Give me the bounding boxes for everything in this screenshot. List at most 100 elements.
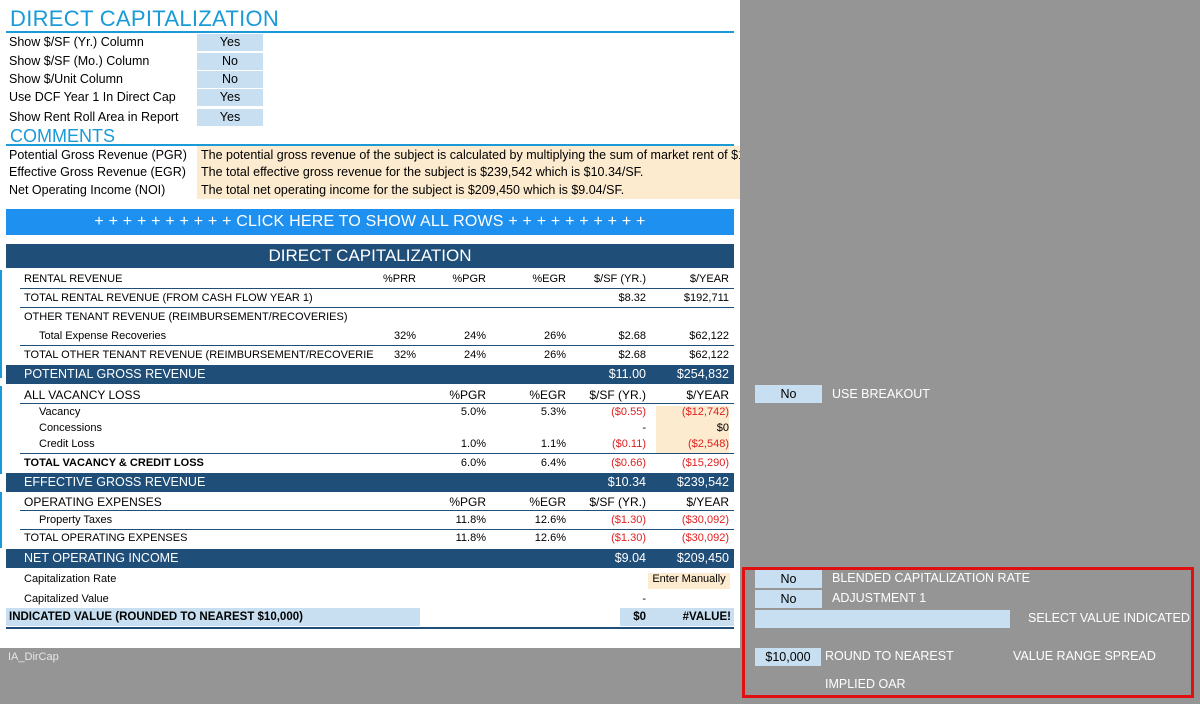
row-divider bbox=[20, 453, 734, 454]
cell-yr: #VALUE! bbox=[682, 611, 731, 623]
show-all-rows-button[interactable]: + + + + + + + + + + CLICK HERE TO SHOW A… bbox=[6, 209, 734, 235]
cell-pgr: 24% bbox=[463, 330, 486, 342]
cell-sf: $10.34 bbox=[607, 475, 646, 489]
option-value-dcf[interactable]: Yes bbox=[197, 89, 263, 106]
col-header-sf: $/SF (YR.) bbox=[589, 495, 646, 509]
cell-sf: $0 bbox=[633, 611, 646, 623]
col-header-sf: $/SF (YR.) bbox=[589, 388, 646, 402]
option-value-sf-mo[interactable]: No bbox=[197, 53, 263, 70]
row-group-marker bbox=[0, 386, 2, 474]
value-range-label: VALUE RANGE SPREAD bbox=[1013, 649, 1156, 663]
cell-egr: 1.1% bbox=[540, 438, 566, 450]
round-nearest-label: ROUND TO NEAREST bbox=[825, 649, 954, 663]
col-header-sf: $/SF (YR.) bbox=[594, 273, 646, 285]
blended-cap-toggle[interactable]: No bbox=[755, 570, 822, 588]
comment-label-pgr: Potential Gross Revenue (PGR) bbox=[9, 148, 187, 162]
cell-yr: ($15,290) bbox=[681, 457, 729, 469]
indicated-value-spacer bbox=[420, 608, 620, 626]
adjustment-label: ADJUSTMENT 1 bbox=[832, 591, 927, 605]
row-label: Total Expense Recoveries bbox=[39, 330, 167, 342]
option-label-sf-yr: Show $/SF (Yr.) Column bbox=[9, 35, 144, 49]
indicated-value-row: INDICATED VALUE (ROUNDED TO NEAREST $10,… bbox=[6, 608, 734, 626]
row-label: Property Taxes bbox=[39, 514, 113, 526]
col-header-egr: %EGR bbox=[532, 273, 566, 285]
implied-oar-label: IMPLIED OAR bbox=[825, 677, 906, 691]
row-divider bbox=[20, 288, 734, 289]
cell-yr: ($30,092) bbox=[681, 514, 729, 526]
comment-text-noi[interactable]: The total net operating income for the s… bbox=[197, 181, 740, 199]
row-group-marker bbox=[0, 270, 2, 378]
select-value-input[interactable] bbox=[755, 610, 1010, 628]
col-header-yr: $/YEAR bbox=[689, 273, 729, 285]
row-label: NET OPERATING INCOME bbox=[24, 551, 179, 565]
row-divider bbox=[20, 307, 734, 308]
option-label-dcf: Use DCF Year 1 In Direct Cap bbox=[9, 90, 176, 104]
cell-egr: 12.6% bbox=[534, 532, 566, 544]
cell-pgr: 6.0% bbox=[460, 457, 486, 469]
cell-yr: $62,122 bbox=[689, 349, 729, 361]
sheet-tab[interactable]: IA_DirCap bbox=[8, 651, 59, 663]
cell-pgr: 24% bbox=[463, 349, 486, 361]
comment-label-noi: Net Operating Income (NOI) bbox=[9, 183, 166, 197]
row-label: Credit Loss bbox=[39, 438, 95, 450]
cell-yr: $239,542 bbox=[676, 475, 729, 489]
use-breakout-toggle[interactable]: No bbox=[755, 385, 822, 403]
cell-sf: $9.04 bbox=[614, 551, 646, 565]
row-label: ALL VACANCY LOSS bbox=[24, 388, 141, 402]
cell-pgr: 1.0% bbox=[460, 438, 486, 450]
row-divider bbox=[20, 403, 734, 404]
row-label: TOTAL OTHER TENANT REVENUE (REIMBURSEMEN… bbox=[24, 349, 374, 361]
cell-egr: 26% bbox=[543, 330, 566, 342]
cell-yr[interactable]: ($12,742) bbox=[656, 406, 729, 454]
cell-sf: ($0.55) bbox=[611, 406, 646, 418]
cell-sf: $8.32 bbox=[618, 292, 646, 304]
cell-pgr: 11.8% bbox=[455, 532, 486, 544]
blended-cap-label: BLENDED CAPITALIZATION RATE bbox=[832, 571, 1030, 585]
row-label: EFFECTIVE GROSS REVENUE bbox=[24, 475, 206, 489]
cell-sf: ($0.66) bbox=[611, 457, 646, 469]
cell-sf: ($1.30) bbox=[611, 514, 646, 526]
worksheet: DIRECT CAPITALIZATION Show $/SF (Yr.) Co… bbox=[0, 0, 740, 648]
highlight-frame bbox=[742, 567, 1194, 698]
comments-title: COMMENTS bbox=[10, 126, 115, 146]
col-header-pgr: %PGR bbox=[452, 273, 486, 285]
adjustment-toggle[interactable]: No bbox=[755, 590, 822, 608]
round-nearest-input[interactable]: $10,000 bbox=[755, 648, 821, 666]
option-label-sf-mo: Show $/SF (Mo.) Column bbox=[9, 54, 150, 68]
use-breakout-label: USE BREAKOUT bbox=[832, 387, 930, 401]
cell-yr: $192,711 bbox=[683, 292, 729, 304]
option-value-rent-roll[interactable]: Yes bbox=[197, 109, 263, 126]
comment-label-egr: Effective Gross Revenue (EGR) bbox=[9, 165, 186, 179]
option-value-unit[interactable]: No bbox=[197, 71, 263, 88]
comment-text-pgr[interactable]: The potential gross revenue of the subje… bbox=[197, 146, 740, 164]
cell-prr: 32% bbox=[393, 330, 416, 342]
row-group-marker bbox=[0, 492, 2, 548]
cell-yr[interactable]: ($2,548) bbox=[688, 438, 729, 450]
row-label: TOTAL RENTAL REVENUE (FROM CASH FLOW YEA… bbox=[24, 292, 313, 304]
col-header-egr: %EGR bbox=[529, 388, 566, 402]
row-label: TOTAL VACANCY & CREDIT LOSS bbox=[24, 457, 204, 469]
option-label-unit: Show $/Unit Column bbox=[9, 72, 123, 86]
cell-sf: $2.68 bbox=[618, 330, 646, 342]
row-divider bbox=[20, 345, 734, 346]
title-divider bbox=[6, 31, 734, 33]
cell-egr: 26% bbox=[543, 349, 566, 361]
option-label-rent-roll: Show Rent Roll Area in Report bbox=[9, 110, 179, 124]
col-header-prr: %PRR bbox=[382, 273, 416, 285]
cell-egr: 5.3% bbox=[540, 406, 566, 418]
cap-rate-input[interactable]: Enter Manually bbox=[648, 573, 730, 589]
row-label: OTHER TENANT REVENUE (REIMBURSEMENT/RECO… bbox=[24, 311, 348, 323]
option-value-sf-yr[interactable]: Yes bbox=[197, 34, 263, 51]
cell-sf: ($0.11) bbox=[611, 438, 646, 450]
cell-prr: 32% bbox=[393, 349, 416, 361]
cell-yr[interactable]: $0 bbox=[716, 422, 729, 434]
col-header-yr: $/YEAR bbox=[686, 388, 729, 402]
page-title: DIRECT CAPITALIZATION bbox=[10, 6, 280, 31]
comment-text-egr[interactable]: The total effective gross revenue for th… bbox=[197, 163, 740, 181]
row-divider bbox=[20, 529, 734, 530]
comments-divider bbox=[6, 144, 734, 146]
cell-yr: $209,450 bbox=[676, 551, 729, 565]
cell-yr: $62,122 bbox=[689, 330, 729, 342]
cell-yr: ($30,092) bbox=[681, 532, 729, 544]
egr-summary-bar: EFFECTIVE GROSS REVENUE $10.34 $239,542 bbox=[6, 473, 734, 492]
